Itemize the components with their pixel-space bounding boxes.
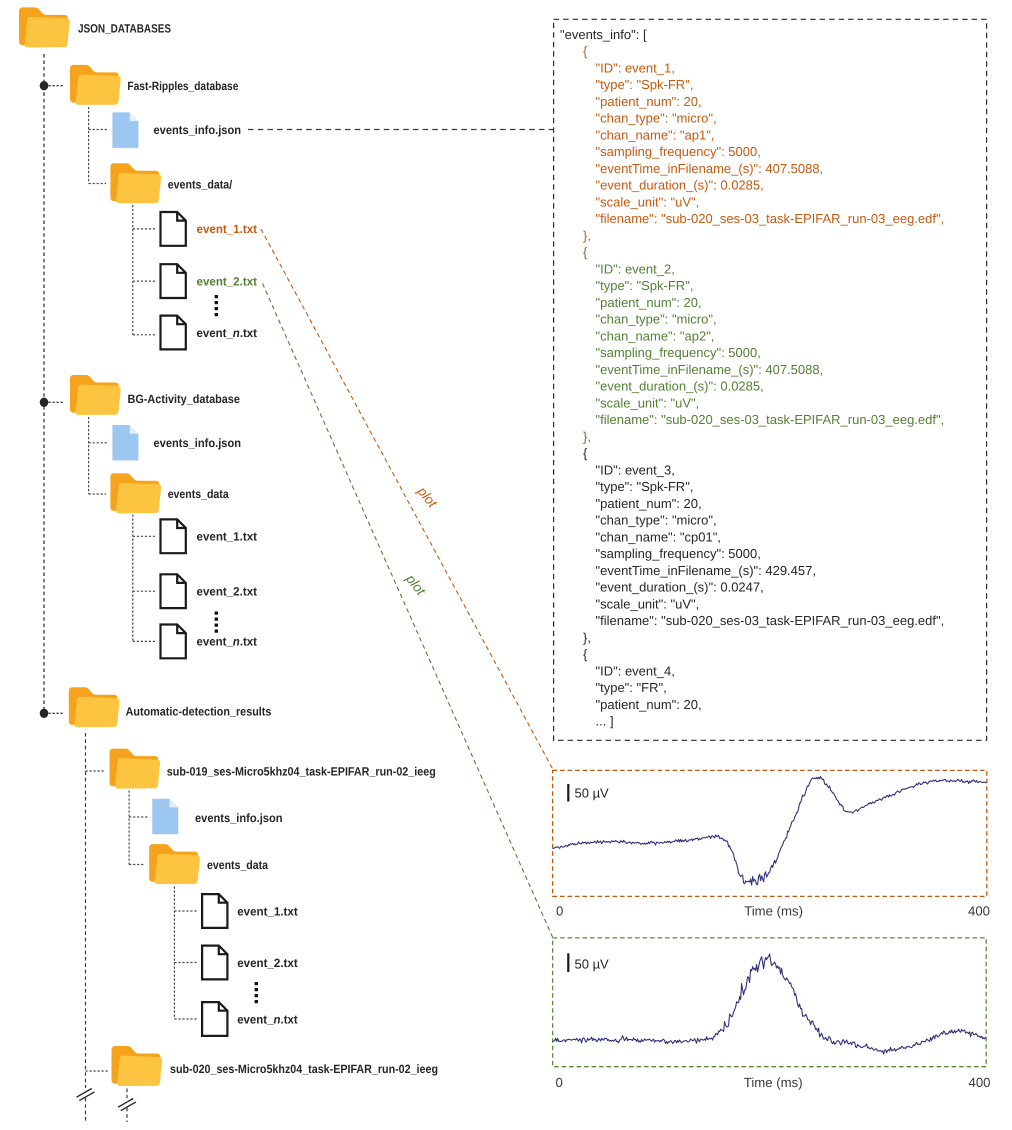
svg-text:},: }, — [583, 429, 591, 444]
svg-text:"ID": event_4,: "ID": event_4, — [596, 663, 675, 678]
svg-text:... ]: ... ] — [596, 714, 614, 729]
svg-text:Automatic-detection_results: Automatic-detection_results — [126, 704, 272, 718]
svg-text:events_data: events_data — [168, 487, 229, 501]
svg-text:"type": "Spk-FR",: "type": "Spk-FR", — [596, 479, 694, 494]
svg-text:0: 0 — [556, 1075, 563, 1090]
svg-text:{: { — [583, 446, 588, 461]
svg-text:"scale_unit": "uV",: "scale_unit": "uV", — [596, 596, 700, 611]
svg-text:"type": "Spk-FR",: "type": "Spk-FR", — [596, 77, 694, 92]
svg-text:events_info.json: events_info.json — [154, 123, 242, 137]
svg-text:"filename": "sub-020_ses-03_ta: "filename": "sub-020_ses-03_task-EPIFAR_… — [596, 412, 945, 427]
svg-text:"chan_type": "micro",: "chan_type": "micro", — [596, 111, 717, 126]
svg-text:"patient_num": 20,: "patient_num": 20, — [596, 295, 702, 310]
svg-text:"ID": event_3,: "ID": event_3, — [596, 462, 675, 477]
svg-text:"sampling_frequency": 5000,: "sampling_frequency": 5000, — [596, 345, 761, 360]
svg-text:"patient_num": 20,: "patient_num": 20, — [596, 94, 702, 109]
svg-text:Fast-Ripples_database: Fast-Ripples_database — [127, 79, 238, 93]
svg-text:"event_duration_(s)": 0.0247,: "event_duration_(s)": 0.0247, — [596, 580, 764, 595]
svg-text:"events_info": [: "events_info": [ — [560, 27, 647, 42]
svg-text:event_n.txt: event_n.txt — [197, 326, 258, 340]
svg-text:sub-020_ses-Micro5khz04_task-E: sub-020_ses-Micro5khz04_task-EPIFAR_run-… — [170, 1062, 438, 1076]
svg-text:"chan_name": "ap2",: "chan_name": "ap2", — [596, 328, 715, 343]
svg-text:"filename": "sub-020_ses-03_ta: "filename": "sub-020_ses-03_task-EPIFAR_… — [596, 613, 945, 628]
svg-text:"eventTime_inFilename_(s)": 42: "eventTime_inFilename_(s)": 429.457, — [596, 563, 816, 578]
svg-text:0: 0 — [556, 904, 563, 919]
svg-text:events_data/: events_data/ — [168, 177, 233, 191]
svg-text:Time (ms): Time (ms) — [744, 904, 803, 919]
svg-text:"chan_name": "ap1",: "chan_name": "ap1", — [596, 127, 715, 142]
svg-text:event_2.txt: event_2.txt — [197, 585, 258, 599]
svg-text:events_info.json: events_info.json — [195, 811, 283, 825]
svg-text:"sampling_frequency": 5000,: "sampling_frequency": 5000, — [596, 144, 761, 159]
svg-text:"scale_unit": "uV",: "scale_unit": "uV", — [596, 194, 700, 209]
svg-text:event_1.txt: event_1.txt — [237, 904, 298, 918]
svg-text:JSON_DATABASES: JSON_DATABASES — [78, 21, 171, 35]
svg-text:50 µV: 50 µV — [575, 956, 610, 971]
svg-text:"type": "Spk-FR",: "type": "Spk-FR", — [596, 278, 694, 293]
svg-text:"filename": "sub-020_ses-03_ta: "filename": "sub-020_ses-03_task-EPIFAR_… — [596, 211, 945, 226]
svg-text:{: { — [583, 44, 588, 59]
svg-text:events_data: events_data — [207, 858, 268, 872]
svg-text:"chan_type": "micro",: "chan_type": "micro", — [596, 312, 717, 327]
svg-text:{: { — [583, 647, 588, 662]
svg-text:50 µV: 50 µV — [575, 786, 610, 801]
svg-text:"eventTime_inFilename_(s)": 40: "eventTime_inFilename_(s)": 407.5088, — [596, 362, 824, 377]
svg-text:"ID": event_1,: "ID": event_1, — [596, 60, 675, 75]
svg-text:"eventTime_inFilename_(s)": 40: "eventTime_inFilename_(s)": 407.5088, — [596, 161, 824, 176]
svg-text:"ID": event_2,: "ID": event_2, — [596, 261, 675, 276]
svg-text:"chan_name": "cp01",: "chan_name": "cp01", — [596, 529, 721, 544]
svg-text:"scale_unit": "uV",: "scale_unit": "uV", — [596, 395, 700, 410]
svg-text:event_1.txt: event_1.txt — [197, 222, 258, 236]
svg-text:event_2.txt: event_2.txt — [197, 274, 258, 288]
svg-text:"sampling_frequency": 5000,: "sampling_frequency": 5000, — [596, 546, 761, 561]
svg-text:},: }, — [583, 228, 591, 243]
svg-text:"chan_type": "micro",: "chan_type": "micro", — [596, 513, 717, 528]
svg-text:event_n.txt: event_n.txt — [237, 1012, 298, 1026]
svg-text:event_2.txt: event_2.txt — [237, 956, 298, 970]
svg-text:Time (ms): Time (ms) — [744, 1075, 803, 1090]
svg-text:"event_duration_(s)": 0.0285,: "event_duration_(s)": 0.0285, — [596, 178, 764, 193]
svg-text:},: }, — [583, 630, 591, 645]
svg-text:BG-Activity_database: BG-Activity_database — [128, 392, 241, 406]
svg-text:{: { — [583, 245, 588, 260]
svg-text:400: 400 — [969, 1075, 991, 1090]
svg-text:"type": "FR",: "type": "FR", — [596, 680, 667, 695]
svg-text:event_1.txt: event_1.txt — [197, 530, 258, 544]
svg-text:"event_duration_(s)": 0.0285,: "event_duration_(s)": 0.0285, — [596, 379, 764, 394]
svg-text:event_n.txt: event_n.txt — [197, 635, 258, 649]
svg-text:sub-019_ses-Micro5khz04_task-E: sub-019_ses-Micro5khz04_task-EPIFAR_run-… — [167, 764, 436, 778]
svg-text:400: 400 — [968, 904, 990, 919]
svg-text:"patient_num": 20,: "patient_num": 20, — [596, 697, 702, 712]
svg-text:events_info.json: events_info.json — [154, 436, 242, 450]
svg-text:"patient_num": 20,: "patient_num": 20, — [596, 496, 702, 511]
